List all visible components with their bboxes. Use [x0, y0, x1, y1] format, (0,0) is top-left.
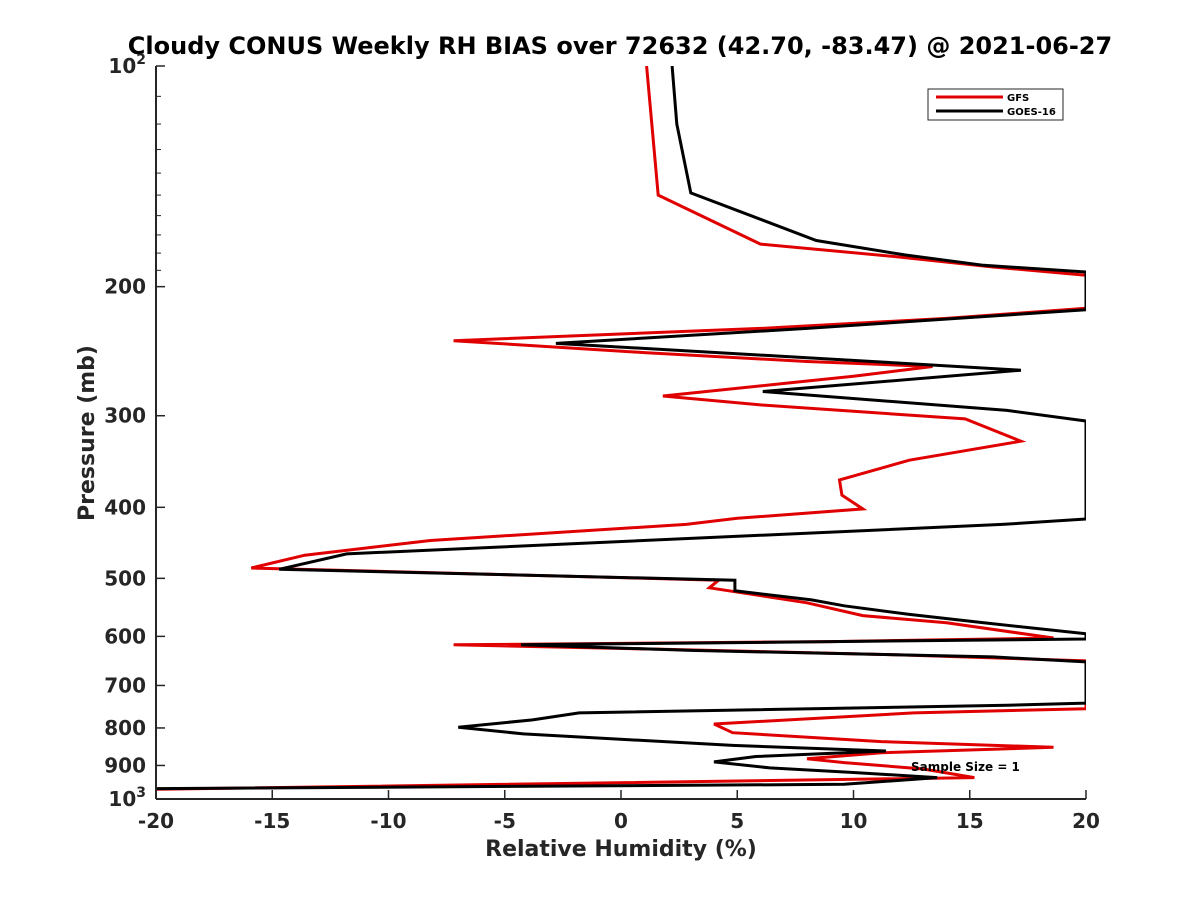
x-axis-label: Relative Humidity (%) — [485, 837, 757, 862]
y-tick-label: 400 — [104, 495, 146, 519]
x-tick-label: 15 — [956, 809, 984, 833]
series-layer — [156, 66, 1086, 791]
series-line-goes16 — [156, 66, 1086, 791]
legend-box — [927, 88, 1064, 121]
ticks-layer: -20 -15 -10 -5 0 5 10 15 20 102 200 300 400 500 600 700… — [104, 52, 1100, 833]
y-tick-label: 700 — [104, 673, 146, 697]
x-tick-label: 20 — [1072, 809, 1100, 833]
y-tick-label: 500 — [104, 566, 146, 590]
y-tick-label: 200 — [104, 275, 146, 299]
legend: GFS GOES-16 — [927, 88, 1064, 121]
x-tick-label: -20 — [138, 809, 174, 833]
x-tick-label: -10 — [370, 809, 406, 833]
y-tick-label: 800 — [104, 716, 146, 740]
x-tick-label: -15 — [254, 809, 290, 833]
chart-title: Cloudy CONUS Weekly RH BIAS over 72632 (… — [128, 32, 1112, 60]
sample-size-annotation: Sample Size = 1 — [911, 760, 1020, 774]
x-tick-label: 0 — [614, 809, 628, 833]
legend-label-gfs: GFS — [1007, 93, 1029, 104]
series-line-gfs — [156, 66, 1086, 791]
y-tick-label: 900 — [104, 753, 146, 777]
y-axis-label: Pressure (mb) — [75, 345, 100, 521]
y-tick-label: 102 — [108, 52, 146, 78]
x-tick-label: 10 — [840, 809, 868, 833]
y-tick-label: 300 — [104, 404, 146, 428]
x-tick-label: 5 — [730, 809, 744, 833]
y-tick-label: 103 — [108, 785, 146, 811]
x-tick-label: -5 — [494, 809, 516, 833]
legend-label-goes16: GOES-16 — [1007, 107, 1056, 118]
y-tick-label: 600 — [104, 624, 146, 648]
